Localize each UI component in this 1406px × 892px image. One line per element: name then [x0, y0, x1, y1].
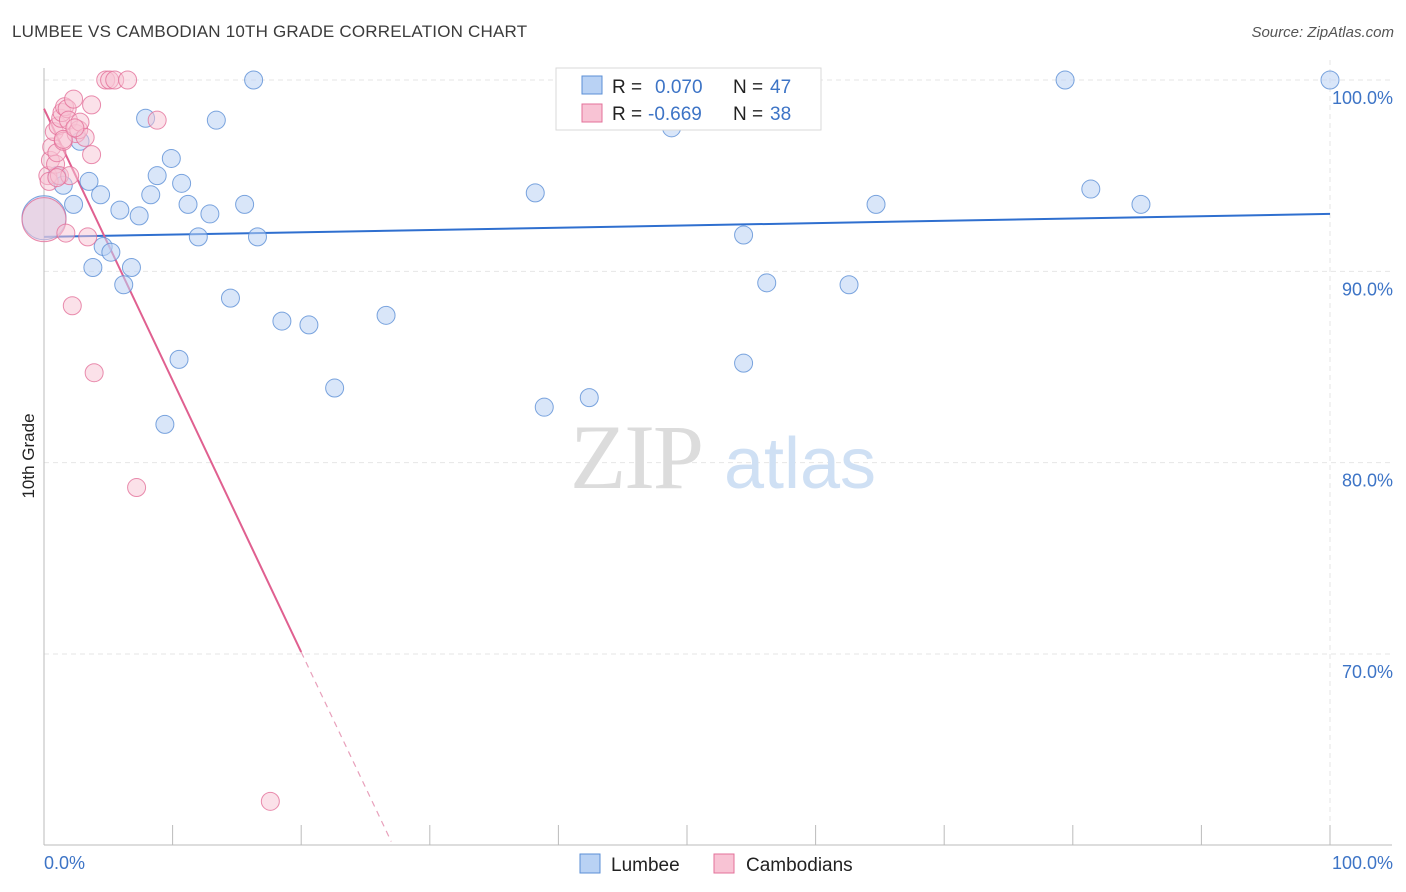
y-tick-label: 90.0%	[1342, 279, 1393, 299]
grid-lines	[44, 60, 1392, 845]
legend-n-label-cambodians: N =	[733, 104, 763, 125]
cambodians-point	[53, 129, 73, 149]
tick-labels: 70.0% 80.0% 90.0% 100.0% 0.0% 100.0%	[44, 88, 1393, 873]
cambodians-point	[127, 478, 147, 498]
lumbee-point	[299, 315, 319, 335]
watermark-zip: ZIP	[570, 406, 702, 508]
y-tick-label: 80.0%	[1342, 471, 1393, 491]
legend-n-label-lumbee: N =	[733, 77, 763, 98]
cambodians-trend-extension	[300, 651, 392, 842]
lumbee-point	[178, 194, 198, 214]
lumbee-point	[579, 388, 599, 408]
cambodians-point	[65, 118, 85, 138]
legend-r-label-cambodians: R =	[612, 104, 642, 125]
legend-n-value-lumbee: 47	[770, 77, 791, 98]
lumbee-point	[734, 225, 754, 245]
lumbee-point	[91, 185, 111, 205]
cambodians-point	[82, 95, 102, 115]
lumbee-point	[247, 227, 267, 247]
legend-r-value-lumbee: 0.070	[655, 77, 703, 98]
cambodians-point	[82, 145, 102, 165]
lumbee-point	[101, 242, 121, 262]
lumbee-point	[64, 194, 84, 214]
cambodians-point	[84, 363, 104, 383]
bottom-legend-label-cambodians: Cambodians	[746, 855, 853, 876]
bottom-legend-swatch-lumbee	[579, 853, 601, 874]
bottom-legend-swatch-cambodians	[713, 853, 735, 874]
chart-source: Source: ZipAtlas.com	[1251, 24, 1394, 41]
lumbee-point	[206, 110, 226, 130]
lumbee-point	[757, 273, 777, 293]
lumbee-point	[220, 288, 240, 308]
cambodians-point	[78, 227, 98, 247]
lumbee-point	[734, 353, 754, 373]
lumbee-point	[121, 258, 141, 278]
lumbee-point	[83, 258, 103, 278]
lumbee-point	[200, 204, 220, 224]
lumbee-point	[1055, 70, 1075, 90]
x-tick-label: 100.0%	[1332, 853, 1393, 873]
lumbee-point	[325, 378, 345, 398]
bottom-legend-label-lumbee: Lumbee	[611, 855, 680, 876]
lumbee-point	[129, 206, 149, 226]
cambodians-point	[62, 296, 82, 316]
cambodians-point	[260, 791, 280, 811]
lumbee-point	[525, 183, 545, 203]
lumbee-point	[141, 185, 161, 205]
watermark-atlas: atlas	[724, 424, 876, 504]
lumbee-trend-line	[43, 212, 1331, 238]
stats-legend: R = 0.070 N = 47 R = -0.669 N = 38	[555, 67, 822, 131]
lumbee-point	[272, 311, 292, 331]
lumbee-point	[161, 148, 181, 168]
cambodians-point	[56, 223, 76, 243]
lumbee-point	[147, 166, 167, 186]
chart-title: LUMBEE VS CAMBODIAN 10TH GRADE CORRELATI…	[12, 22, 528, 41]
x-tick-label: 0.0%	[44, 853, 85, 873]
lumbee-point	[188, 227, 208, 247]
y-tick-label: 70.0%	[1342, 662, 1393, 682]
lumbee-point	[244, 70, 264, 90]
lumbee-point	[155, 414, 175, 434]
lumbee-point	[1131, 194, 1151, 214]
cambodians-point	[147, 110, 167, 130]
cambodians-trend-line	[43, 108, 303, 653]
lumbee-point	[79, 171, 99, 191]
y-tick-label: 100.0%	[1332, 88, 1393, 108]
legend-r-value-cambodians: -0.669	[648, 104, 702, 125]
lumbee-point	[866, 194, 886, 214]
legend-swatch-cambodians	[581, 103, 603, 123]
lumbee-point	[376, 305, 396, 325]
cambodians-point	[64, 89, 84, 109]
lumbee-point	[114, 275, 134, 295]
lumbee-point	[235, 194, 255, 214]
cambodians-point	[118, 70, 138, 90]
watermark: ZIP atlas	[570, 406, 876, 508]
legend-swatch-lumbee	[581, 75, 603, 95]
lumbee-point	[534, 397, 554, 417]
legend-r-label-lumbee: R =	[612, 77, 642, 98]
lumbee-point	[169, 349, 189, 369]
series-legend: Lumbee Cambodians	[579, 853, 853, 876]
lumbee-point	[1081, 179, 1101, 199]
cambodians-point	[47, 168, 67, 188]
y-axis-title: 10th Grade	[19, 413, 38, 498]
lumbee-point	[110, 200, 130, 220]
cambodians-point	[21, 197, 67, 243]
legend-n-value-cambodians: 38	[770, 104, 791, 125]
lumbee-point	[172, 173, 192, 193]
axes	[43, 68, 1392, 846]
lumbee-point	[1320, 70, 1340, 90]
lumbee-point	[839, 275, 859, 295]
